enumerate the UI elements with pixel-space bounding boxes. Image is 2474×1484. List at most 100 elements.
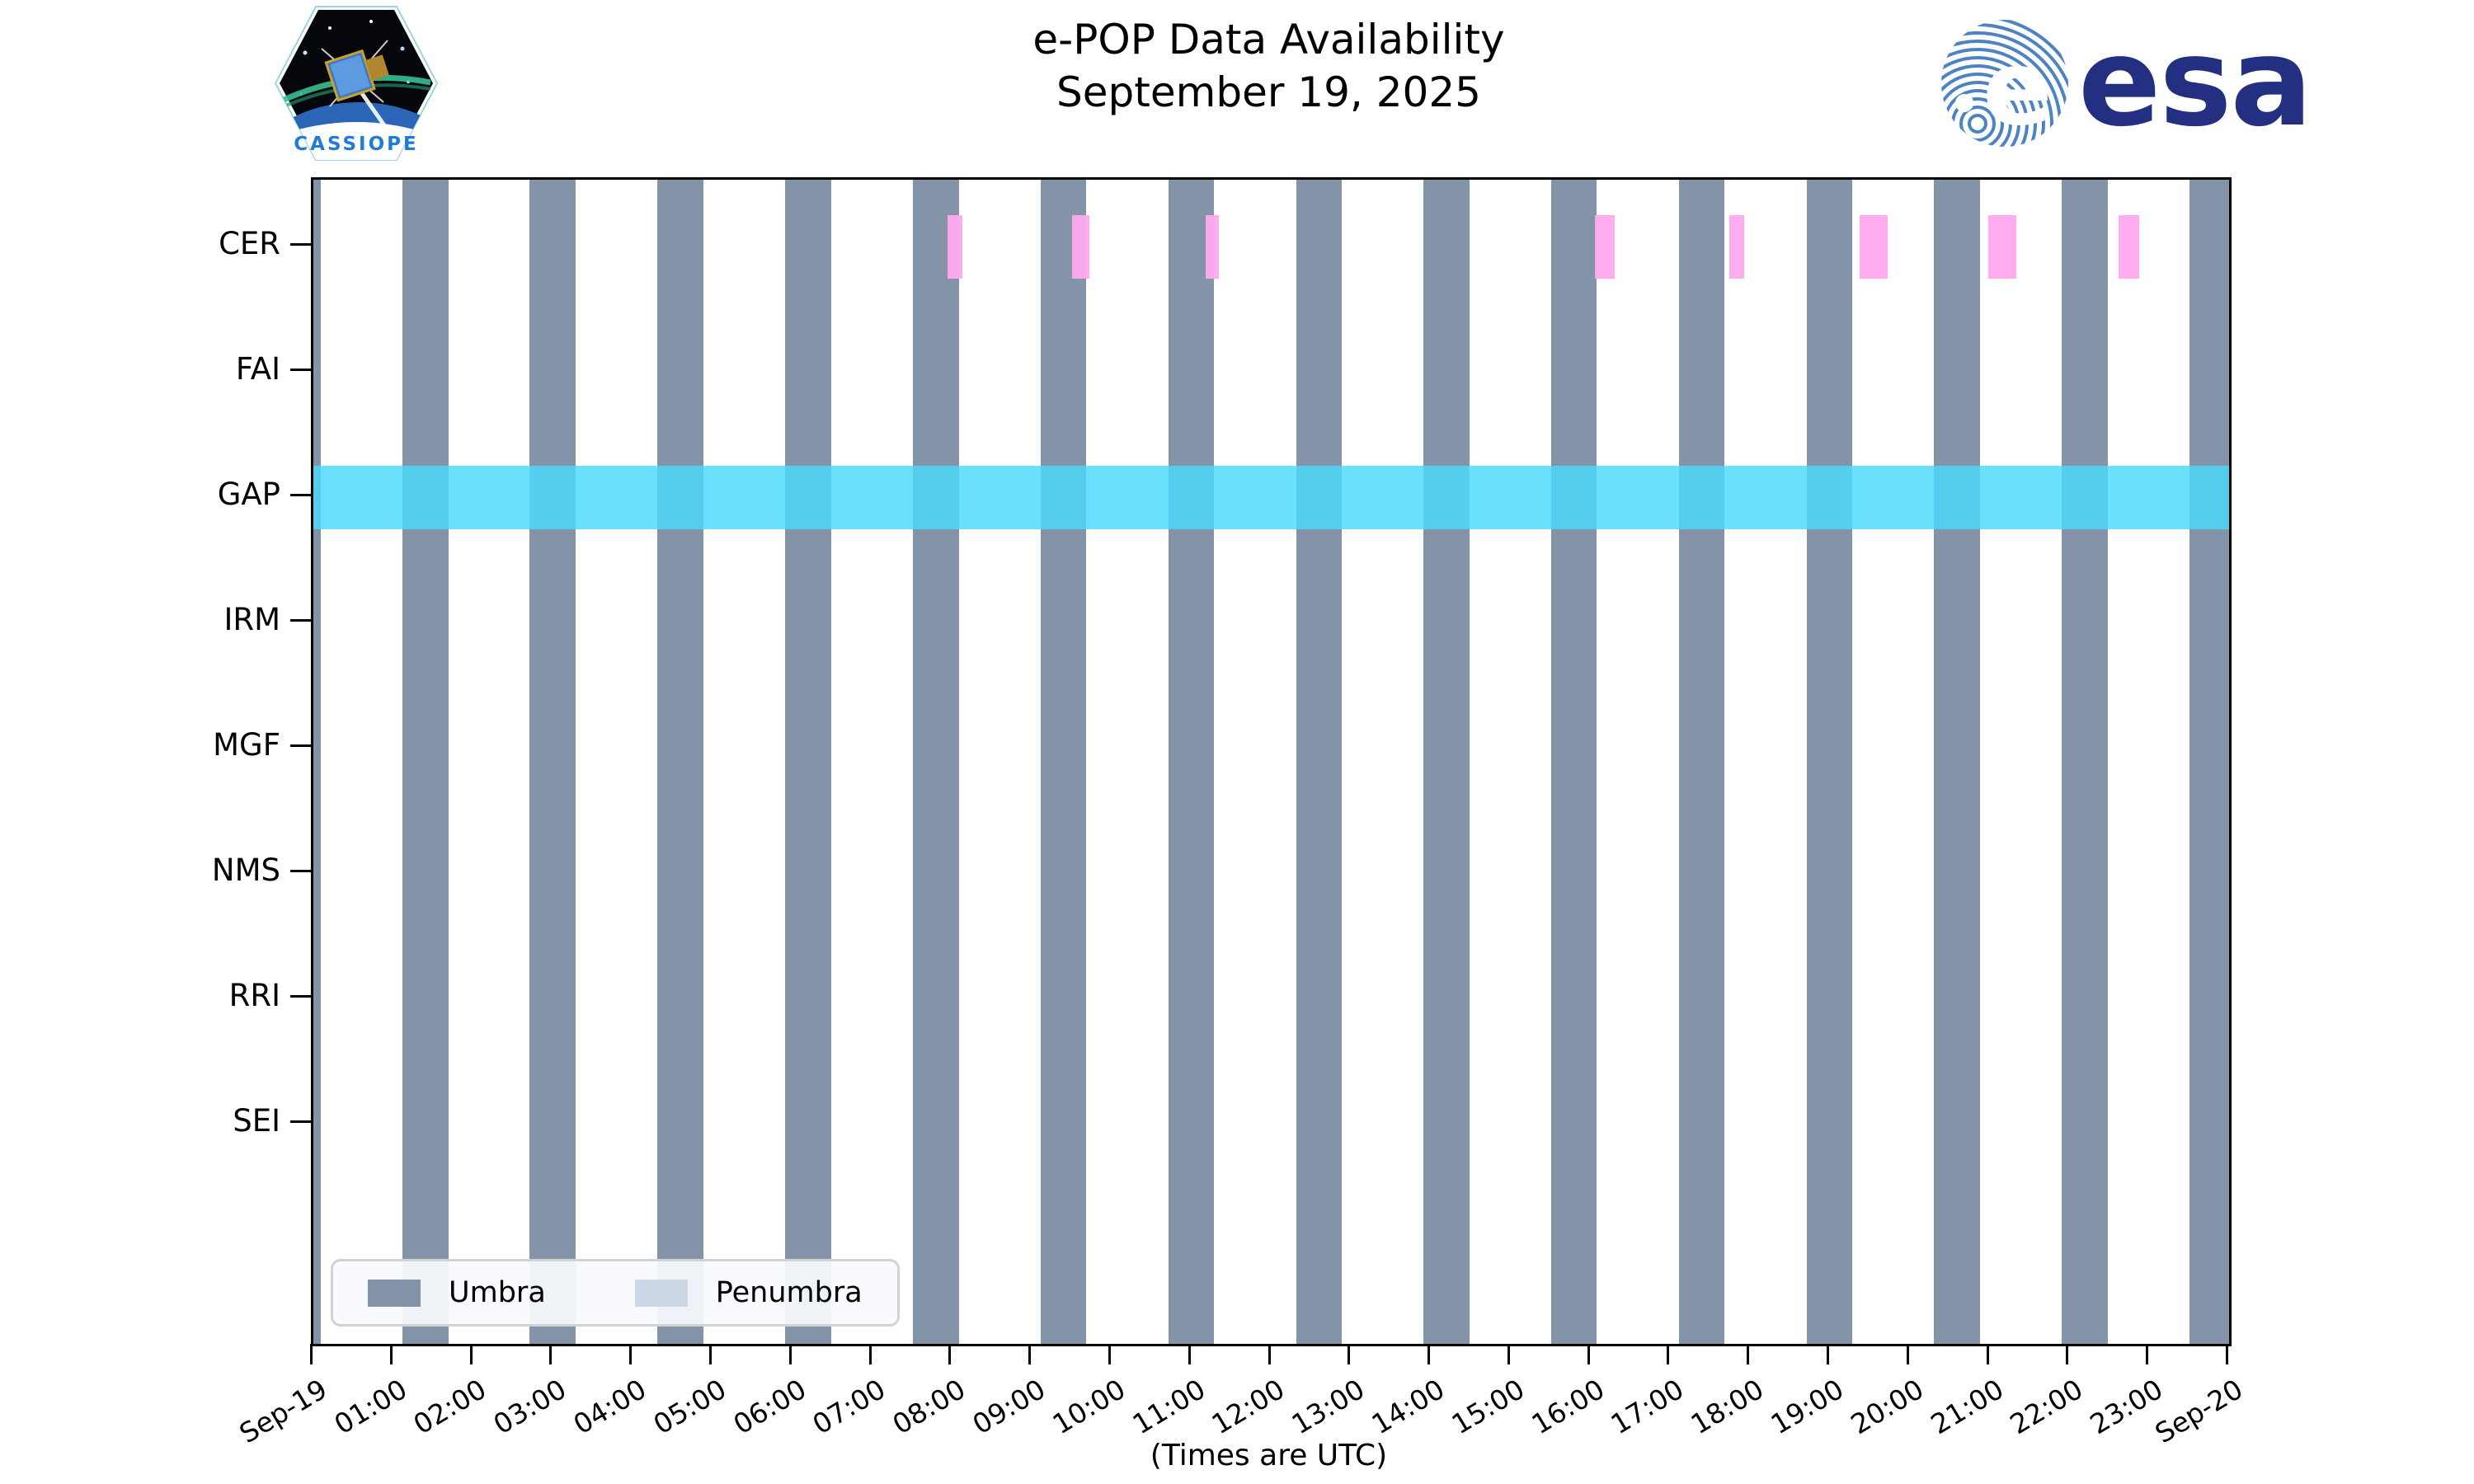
cassiope-patch-graphic: CASSIOPE xyxy=(274,6,439,161)
legend: Umbra Penumbra xyxy=(331,1259,900,1327)
penumbra-legend-swatch xyxy=(634,1279,688,1307)
x-tick-label: 14:00 xyxy=(1366,1373,1451,1441)
x-tick xyxy=(708,1344,712,1364)
umbra-bar xyxy=(785,180,832,1344)
x-tick-label: 16:00 xyxy=(1526,1373,1610,1441)
cer-availability-bar xyxy=(1987,214,2016,279)
y-axis-label-irm: IRM xyxy=(223,602,280,637)
x-tick-label: 01:00 xyxy=(328,1373,412,1441)
x-tick xyxy=(469,1344,473,1364)
x-tick-label: 06:00 xyxy=(727,1373,811,1441)
y-axis-label-sei: SEI xyxy=(233,1103,280,1139)
x-tick xyxy=(1906,1344,1909,1364)
x-tick-label: 13:00 xyxy=(1286,1373,1371,1441)
x-tick xyxy=(868,1344,872,1364)
x-tick xyxy=(2226,1344,2228,1364)
y-tick xyxy=(290,369,311,371)
umbra-bar xyxy=(1933,180,1980,1344)
chart-subtitle: September 19, 2025 xyxy=(1056,68,1481,116)
x-tick xyxy=(1587,1344,1590,1364)
umbra-bar xyxy=(2189,180,2229,1344)
esa-logo: e esa xyxy=(1940,18,2312,148)
x-tick xyxy=(629,1344,633,1364)
x-tick-label: 11:00 xyxy=(1126,1373,1211,1441)
y-axis-label-nms: NMS xyxy=(211,852,280,888)
x-tick xyxy=(1028,1344,1032,1364)
x-tick xyxy=(1507,1344,1510,1364)
y-tick xyxy=(290,995,311,998)
x-tick xyxy=(2066,1344,2069,1364)
x-tick-label: 10:00 xyxy=(1047,1373,1131,1441)
cassiope-mission-patch: CASSIOPE xyxy=(272,3,440,167)
cer-availability-bar xyxy=(1594,214,1615,279)
y-axis-label-cer: CER xyxy=(219,226,280,261)
y-axis-label-gap: GAP xyxy=(217,477,280,512)
y-tick xyxy=(290,494,311,496)
svg-text:e: e xyxy=(1982,29,2053,148)
x-tick xyxy=(1667,1344,1670,1364)
x-tick xyxy=(2146,1344,2149,1364)
y-tick xyxy=(290,870,311,872)
x-tick xyxy=(1188,1344,1191,1364)
x-tick-label: 02:00 xyxy=(408,1373,492,1441)
x-tick-label: 03:00 xyxy=(487,1373,572,1441)
umbra-bar xyxy=(1040,180,1086,1344)
cer-availability-bar xyxy=(1729,214,1745,279)
umbra-bar xyxy=(1423,180,1470,1344)
y-tick xyxy=(290,1120,311,1123)
x-tick-label: 21:00 xyxy=(1925,1373,2009,1441)
y-axis-label-rri: RRI xyxy=(228,978,280,1013)
umbra-legend-swatch xyxy=(368,1279,421,1307)
y-axis-label-fai: FAI xyxy=(235,351,280,387)
x-tick xyxy=(788,1344,792,1364)
x-tick xyxy=(1348,1344,1351,1364)
x-tick-label: 18:00 xyxy=(1685,1373,1770,1441)
x-tick-label: 05:00 xyxy=(647,1373,732,1441)
x-tick xyxy=(948,1344,952,1364)
x-tick-label: 19:00 xyxy=(1765,1373,1850,1441)
umbra-bar xyxy=(912,180,960,1344)
x-tick xyxy=(389,1344,393,1364)
cer-availability-bar xyxy=(948,214,962,279)
cer-availability-bar xyxy=(2119,214,2139,279)
gap-availability-bar xyxy=(313,465,2229,529)
umbra-bar xyxy=(313,180,321,1344)
x-tick-label: 20:00 xyxy=(1845,1373,1929,1441)
x-tick xyxy=(1986,1344,1989,1364)
x-tick-label: 08:00 xyxy=(887,1373,971,1441)
umbra-bar xyxy=(1296,180,1342,1344)
x-tick xyxy=(1268,1344,1271,1364)
title-block: e-POP Data Availability September 19, 20… xyxy=(311,13,2227,119)
umbra-bar xyxy=(1551,180,1597,1344)
x-tick-label: 12:00 xyxy=(1206,1373,1291,1441)
plot-area: Umbra Penumbra xyxy=(311,177,2232,1346)
x-tick xyxy=(1827,1344,1830,1364)
umbra-bar xyxy=(657,180,704,1344)
cer-availability-bar xyxy=(1206,214,1219,279)
umbra-bar xyxy=(2061,180,2108,1344)
esa-globe-icon: e xyxy=(1941,20,2068,148)
x-tick-label: 07:00 xyxy=(807,1373,891,1441)
x-tick xyxy=(1108,1344,1111,1364)
x-tick-label: 09:00 xyxy=(967,1373,1051,1441)
y-tick xyxy=(290,243,311,246)
umbra-bar xyxy=(1168,180,1214,1344)
cer-availability-bar xyxy=(1859,214,1888,279)
umbra-bar xyxy=(1806,180,1853,1344)
y-tick xyxy=(290,619,311,622)
umbra-bar xyxy=(1679,180,1725,1344)
cer-availability-bar xyxy=(1071,214,1089,279)
x-tick xyxy=(1747,1344,1750,1364)
x-tick-label: 22:00 xyxy=(2004,1373,2089,1441)
y-axis-label-mgf: MGF xyxy=(213,727,280,763)
x-tick xyxy=(1427,1344,1431,1364)
x-tick-label: 04:00 xyxy=(567,1373,652,1441)
penumbra-legend-label: Penumbra xyxy=(715,1276,863,1309)
x-tick xyxy=(310,1344,313,1364)
umbra-bar xyxy=(529,180,576,1344)
umbra-legend-label: Umbra xyxy=(449,1276,546,1309)
x-axis-title: (Times are UTC) xyxy=(1150,1439,1388,1472)
umbra-bar xyxy=(402,180,449,1344)
chart-title: e-POP Data Availability xyxy=(1032,16,1505,63)
